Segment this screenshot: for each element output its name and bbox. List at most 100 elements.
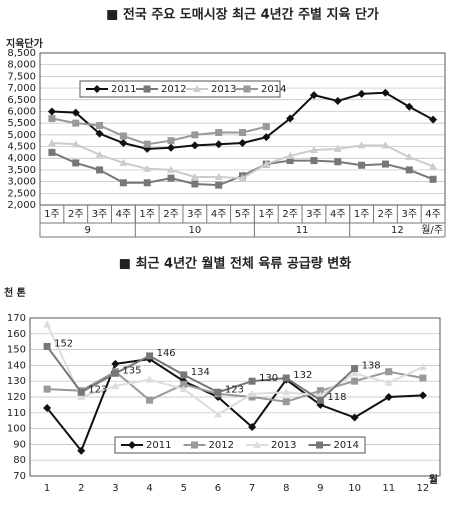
point (262, 133, 271, 142)
point (384, 378, 393, 386)
legend-label: 2013 (271, 440, 296, 451)
x-group-label: 9 (84, 225, 90, 236)
x-tick-label: 5 (181, 483, 187, 494)
point (214, 172, 223, 180)
x-tick-label: 12 (417, 483, 430, 494)
point (119, 132, 127, 140)
point (213, 410, 222, 418)
y-tick-label: 2,000 (7, 200, 36, 211)
x-tick-label: 2주 (378, 209, 394, 220)
series-line (46, 323, 424, 416)
chart-title: ■ 최근 4년간 월별 전체 육류 공급량 변화 (119, 256, 351, 272)
x-tick-label: 10 (348, 483, 361, 494)
point (77, 388, 85, 396)
data-label: 135 (122, 365, 141, 376)
point (215, 129, 223, 137)
y-tick-label: 90 (13, 439, 26, 450)
point (405, 166, 413, 174)
point (191, 180, 199, 188)
data-label: 123 (88, 384, 107, 395)
y-tick-label: 2,500 (7, 188, 36, 199)
series-line (47, 370, 424, 403)
y-tick-label: 7,500 (7, 71, 36, 82)
point (145, 375, 154, 383)
point (43, 342, 51, 350)
data-label: 146 (157, 348, 176, 359)
point (238, 139, 247, 148)
y-tick-label: 6,000 (7, 106, 36, 117)
point (77, 446, 86, 455)
point (71, 108, 80, 117)
point (429, 175, 437, 183)
y-tick-label: 70 (13, 471, 26, 482)
x-tick-label: 2주 (163, 209, 179, 220)
x-tick-label: 4주 (211, 209, 227, 220)
point (214, 140, 223, 149)
point (191, 131, 199, 139)
point (316, 396, 324, 404)
legend-marker (191, 441, 198, 449)
point (190, 172, 199, 180)
point (179, 385, 188, 393)
point (167, 165, 176, 173)
point (95, 129, 104, 138)
point (405, 153, 414, 161)
x-tick-label: 3주 (187, 209, 203, 220)
point (190, 141, 199, 150)
y-tick-label: 140 (7, 360, 26, 371)
point (405, 102, 414, 111)
y-tick-label: 4,500 (7, 142, 36, 153)
x-tick-label: 9 (317, 483, 323, 494)
x-tick-label: 4 (146, 483, 152, 494)
point (357, 89, 366, 98)
point (48, 114, 56, 122)
y-tick-label: 160 (7, 329, 26, 340)
x-tick-label: 1주 (259, 209, 275, 220)
legend-label: 2014 (334, 440, 359, 451)
point (111, 359, 120, 368)
point (96, 166, 104, 174)
y-tick-label: 110 (7, 408, 26, 419)
point (71, 140, 80, 148)
point (310, 157, 318, 165)
y-tick-label: 4,000 (7, 153, 36, 164)
point (381, 160, 389, 168)
point (429, 162, 438, 170)
data-label: 152 (54, 338, 73, 349)
x-tick-label: 2주 (282, 209, 298, 220)
point (119, 139, 128, 148)
point (47, 107, 56, 116)
point (262, 123, 270, 131)
y-tick-label: 100 (7, 424, 26, 435)
series-line (46, 358, 423, 453)
point (350, 369, 359, 377)
legend-marker (143, 85, 151, 93)
point (72, 119, 80, 127)
x-tick-label: 1주 (44, 209, 60, 220)
point (248, 423, 257, 432)
point (282, 374, 290, 382)
point (351, 365, 359, 373)
point (214, 388, 222, 396)
legend-label: 2011 (146, 440, 171, 451)
point (77, 393, 86, 400)
point (282, 398, 290, 406)
legend-marker (316, 441, 323, 449)
y-tick-label: 5,000 (7, 130, 36, 141)
y-tick-label: 8,500 (7, 48, 36, 59)
data-label: 130 (259, 373, 278, 384)
series-line (46, 345, 356, 402)
x-tick-label: 3주 (92, 209, 108, 220)
point (95, 150, 104, 158)
y-tick-label: 3,500 (7, 165, 36, 176)
y-tick-label: 120 (7, 392, 26, 403)
point (119, 179, 127, 187)
point (419, 374, 427, 382)
x-tick-label: 3주 (306, 209, 322, 220)
point (282, 388, 291, 396)
point (333, 96, 342, 105)
point (119, 158, 128, 166)
y-tick-label: 7,000 (7, 83, 36, 94)
x-tick-label: 5주 (235, 209, 251, 220)
x-tick-label: 2주 (68, 209, 84, 220)
